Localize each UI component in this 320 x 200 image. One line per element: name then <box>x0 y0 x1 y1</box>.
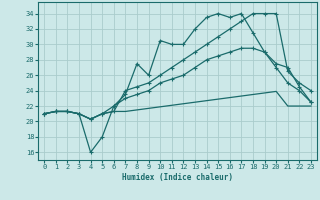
X-axis label: Humidex (Indice chaleur): Humidex (Indice chaleur) <box>122 173 233 182</box>
